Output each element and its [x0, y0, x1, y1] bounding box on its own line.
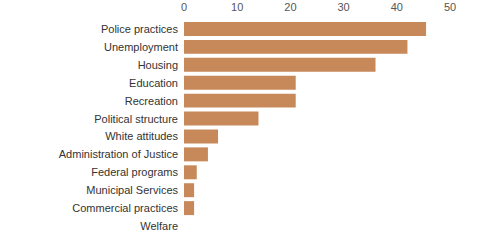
svg-text:Municipal Services: Municipal Services	[86, 184, 178, 196]
svg-text:Federal programs: Federal programs	[91, 166, 178, 178]
svg-text:Political structure: Political structure	[94, 113, 178, 125]
svg-text:Administration of Justice: Administration of Justice	[59, 148, 178, 160]
svg-text:Police practices: Police practices	[101, 23, 179, 35]
svg-text:30: 30	[337, 1, 349, 13]
svg-text:Commercial practices: Commercial practices	[72, 202, 178, 214]
svg-text:Unemployment: Unemployment	[104, 41, 178, 53]
svg-text:Recreation: Recreation	[125, 95, 178, 107]
svg-text:Welfare: Welfare	[140, 220, 178, 232]
svg-text:White attitudes: White attitudes	[105, 130, 178, 142]
svg-text:50: 50	[444, 1, 456, 13]
svg-text:0: 0	[181, 1, 187, 13]
svg-text:Education: Education	[129, 77, 178, 89]
svg-text:10: 10	[231, 1, 243, 13]
svg-text:Housing: Housing	[138, 59, 178, 71]
svg-text:20: 20	[284, 1, 296, 13]
svg-text:40: 40	[391, 1, 403, 13]
